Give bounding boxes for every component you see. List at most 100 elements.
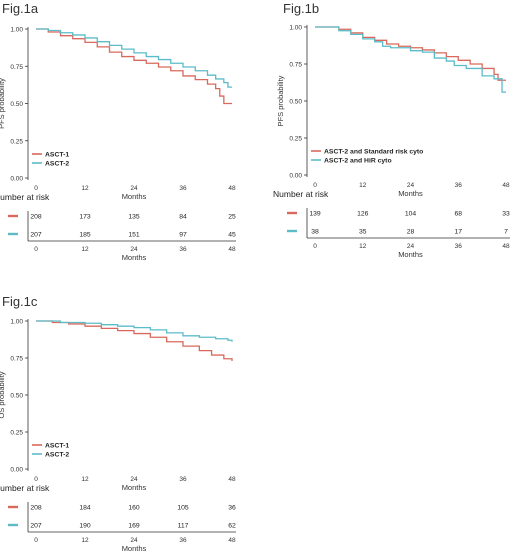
fig3-risk-x-tick-label: 0	[34, 537, 38, 544]
fig1-risk-x-axis-label: Months	[122, 253, 147, 262]
fig3-risk-x-axis-label: Months	[122, 544, 147, 553]
fig3-risk-value: 207	[30, 523, 42, 530]
fig3-series-1-curve	[36, 320, 233, 361]
fig2-x-tick-label: 36	[455, 182, 463, 189]
fig1-x-tick-label: 36	[179, 185, 187, 192]
fig1-risk-value: 185	[79, 232, 91, 239]
fig1-y-axis-label: PFS probability	[0, 78, 6, 129]
fig1-risk-value: 208	[30, 214, 42, 221]
fig3-risk-x-tick-label: 48	[228, 537, 236, 544]
fig2-risk-x-tick-label: 24	[407, 243, 415, 250]
fig3-x-axis-label: Months	[122, 483, 147, 492]
fig3-y-tick-label: 0.75	[10, 356, 23, 363]
fig2-y-axis-label: PFS probability	[276, 75, 285, 126]
fig2-risk-value: 104	[405, 211, 417, 218]
fig2-x-tick-label: 24	[407, 182, 415, 189]
fig3-risk-x-tick-label: 12	[81, 537, 89, 544]
fig3-risk-value: 208	[30, 505, 42, 512]
fig3-risk-value: 160	[128, 505, 140, 512]
fig1-x-tick-label: 12	[81, 185, 89, 192]
fig1-x-axis-label: Months	[122, 192, 147, 201]
fig1-risk-x-tick-label: 24	[130, 246, 138, 253]
fig1-risk-value: 45	[228, 232, 236, 239]
fig3-risk-value: 184	[79, 505, 91, 512]
fig1-y-tick-label: 0.75	[10, 64, 23, 71]
fig3-x-tick-label: 48	[228, 476, 236, 483]
fig1-risk-x-tick-label: 12	[81, 246, 89, 253]
fig2-risk-x-tick-label: 48	[502, 243, 510, 250]
fig2-series-1-curve	[315, 26, 506, 81]
fig1-risk-value: 25	[228, 214, 236, 221]
fig2-y-tick-label: 0.00	[289, 173, 302, 180]
fig3-y-tick-label: 1.00	[10, 319, 23, 326]
fig2-y-tick-label: 1.00	[289, 25, 302, 32]
fig1-risk-x-tick-label: 48	[228, 246, 236, 253]
fig2-risk-value: 33	[502, 211, 510, 218]
fig2-risk-value: 139	[309, 211, 321, 218]
panel-title-fig1b: Fig.1b	[283, 1, 320, 16]
fig3-risk-value: 105	[177, 505, 189, 512]
fig1-y-tick-label: 0.25	[10, 138, 23, 145]
fig2-x-tick-label: 0	[313, 182, 317, 189]
fig3-risk-x-tick-label: 24	[130, 537, 138, 544]
fig2-risk-value: 28	[407, 229, 415, 236]
fig2-y-tick-label: 0.25	[289, 136, 302, 143]
fig1-y-tick-label: 0.50	[10, 101, 23, 108]
fig2-risk-x-tick-label: 12	[359, 243, 367, 250]
fig2-series-2-curve	[315, 26, 506, 93]
fig3-risk-value: 117	[178, 523, 189, 530]
fig3-x-tick-label: 24	[130, 476, 138, 483]
fig1-risk-value: 84	[179, 214, 187, 221]
fig1-risk-value: 173	[79, 214, 91, 221]
fig1-risk-value: 207	[30, 232, 42, 239]
fig1-series-2-curve	[36, 28, 232, 88]
fig2-risk-value: 17	[454, 229, 462, 236]
fig3-risk-x-tick-label: 36	[179, 537, 187, 544]
fig1-x-tick-label: 48	[228, 185, 236, 192]
fig3-x-tick-label: 0	[34, 476, 38, 483]
fig1-risk-value: 151	[128, 232, 140, 239]
fig2-risk-table-title: Number at risk	[273, 189, 329, 199]
fig3-risk-value: 36	[228, 505, 236, 512]
fig2-y-tick-label: 0.50	[289, 99, 302, 106]
fig3-risk-value: 190	[79, 523, 91, 530]
fig3-y-tick-label: 0.00	[10, 467, 23, 474]
fig3-series-2-curve	[36, 320, 233, 342]
fig3-y-tick-label: 0.50	[10, 393, 23, 400]
fig2-risk-x-axis-label: Months	[398, 250, 423, 259]
fig1-risk-value: 97	[179, 232, 187, 239]
fig2-risk-x-tick-label: 36	[455, 243, 463, 250]
fig2-risk-value: 35	[359, 229, 367, 236]
fig3-risk-value: 62	[228, 523, 236, 530]
fig1-x-tick-label: 0	[34, 185, 38, 192]
fig3-y-tick-label: 0.25	[10, 430, 23, 437]
fig3-risk-table-title: Number at risk	[0, 483, 50, 493]
fig1-y-tick-label: 0.00	[10, 176, 23, 183]
fig1-legend-label: ASCT-2	[45, 161, 69, 168]
fig2-x-tick-label: 12	[359, 182, 367, 189]
fig1-x-tick-label: 24	[130, 185, 138, 192]
fig1-risk-table-title: Number at risk	[0, 192, 50, 202]
fig1-risk-x-tick-label: 0	[34, 246, 38, 253]
fig2-y-tick-label: 0.75	[289, 62, 302, 69]
fig2-x-tick-label: 48	[502, 182, 510, 189]
fig2-risk-value: 68	[454, 211, 462, 218]
fig2-risk-x-tick-label: 0	[313, 243, 317, 250]
fig3-x-tick-label: 36	[179, 476, 187, 483]
panel-title-fig1a: Fig.1a	[2, 1, 39, 16]
fig3-risk-value: 169	[128, 523, 140, 530]
fig2-risk-value: 126	[357, 211, 369, 218]
fig1-legend-label: ASCT-1	[45, 152, 69, 159]
fig1-y-tick-label: 1.00	[10, 27, 23, 34]
fig3-y-axis-label: OS probability	[0, 371, 6, 418]
fig2-x-axis-label: Months	[398, 189, 423, 198]
fig3-x-tick-label: 12	[81, 476, 89, 483]
fig1-series-1-curve	[36, 28, 232, 105]
fig3-legend-label: ASCT-2	[45, 452, 69, 459]
fig2-risk-value: 38	[311, 229, 319, 236]
fig1-risk-x-tick-label: 36	[179, 246, 187, 253]
fig2-legend-label: ASCT-2 and Standard risk cyto	[324, 149, 423, 156]
fig3-legend-label: ASCT-1	[45, 443, 69, 450]
fig2-risk-value: 7	[504, 229, 508, 236]
